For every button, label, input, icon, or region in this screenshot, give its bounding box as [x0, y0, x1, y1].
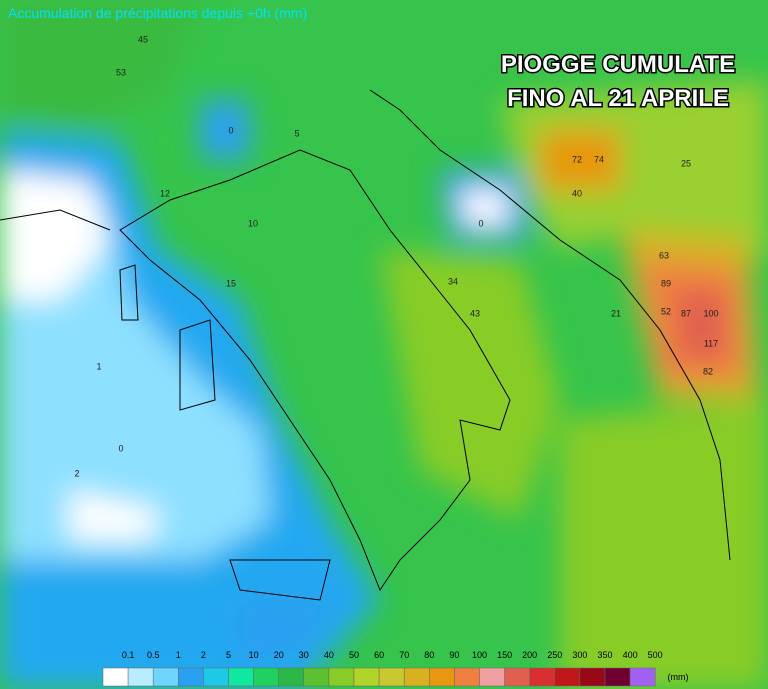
grid-value: 1 [96, 361, 101, 371]
legend-swatch [102, 667, 129, 687]
legend-swatch [253, 667, 279, 687]
legend-swatch [629, 667, 656, 687]
legend-swatch [429, 667, 455, 687]
legend-label: 250 [547, 650, 562, 660]
grid-value: 52 [661, 306, 671, 316]
legend-label: 200 [522, 650, 537, 660]
grid-value: 53 [116, 67, 126, 77]
grid-value: 21 [611, 308, 621, 318]
grid-value: 40 [572, 188, 582, 198]
legend-label: 60 [374, 650, 384, 660]
map-title: Accumulation de précipitations depuis +0… [8, 5, 307, 21]
legend-label: 5 [226, 650, 231, 660]
overlay-line2: FINO AL 21 APRILE [507, 85, 729, 112]
grid-value: 87 [681, 308, 691, 318]
legend-label: 400 [623, 650, 638, 660]
overlay-line1: PIOGGE CUMULATE [501, 51, 735, 78]
legend: 0.1 0.5 1 2 5 10 20 30 40 50 60 70 80 90 100 150 200 250 3… [102, 650, 689, 687]
legend-swatch [127, 667, 154, 687]
legend-swatch [228, 667, 254, 687]
legend-swatch [278, 667, 305, 687]
legend-swatch [152, 667, 179, 687]
legend-swatch [554, 667, 581, 687]
legend-swatch [604, 667, 631, 687]
grid-value: 43 [470, 308, 480, 318]
legend-swatch [328, 667, 355, 687]
grid-value: 12 [160, 188, 170, 198]
grid-value: 0 [228, 125, 233, 135]
grid-value: 0 [118, 443, 123, 453]
legend-label: 20 [274, 650, 284, 660]
legend-label: 0.5 [147, 650, 160, 660]
grid-value: 72 [572, 154, 582, 164]
grid-value: 45 [138, 34, 148, 44]
legend-swatch [479, 667, 505, 687]
legend-swatch [203, 667, 229, 687]
grid-value: 63 [659, 250, 669, 260]
legend-swatch [303, 667, 330, 687]
grid-value: 10 [248, 218, 258, 228]
grid-value: 117 [704, 338, 718, 348]
legend-label: 150 [497, 650, 512, 660]
legend-swatch [178, 667, 204, 687]
legend-label: 80 [424, 650, 434, 660]
legend-label: 10 [249, 650, 259, 660]
grid-value: 82 [703, 366, 713, 376]
coastlines [0, 89, 731, 601]
legend-label: 2 [201, 650, 206, 660]
legend-swatch [353, 667, 380, 687]
legend-label: 40 [324, 650, 334, 660]
grid-value: 5 [294, 128, 299, 138]
legend-swatch [403, 667, 430, 687]
legend-swatch [529, 667, 556, 687]
grid-value: 74 [594, 154, 604, 164]
grid-value: 0 [478, 218, 483, 228]
legend-swatch [504, 667, 530, 687]
legend-label: 90 [449, 650, 459, 660]
grid-value: 25 [681, 158, 691, 168]
legend-label: 70 [399, 650, 409, 660]
grid-value: 89 [661, 278, 671, 288]
legend-label: 100 [472, 650, 487, 660]
legend-label: 1 [176, 650, 181, 660]
legend-label: 350 [597, 650, 612, 660]
grid-value: 34 [448, 276, 458, 286]
legend-unit: (mm) [668, 672, 689, 682]
legend-label: 50 [349, 650, 359, 660]
legend-swatch [579, 667, 606, 687]
legend-label: 500 [648, 650, 663, 660]
legend-swatch [378, 667, 405, 687]
legend-label: 0.1 [122, 650, 135, 660]
grid-value: 100 [703, 308, 718, 318]
legend-label: 300 [572, 650, 587, 660]
legend-swatch [454, 667, 480, 687]
grid-value: 2 [74, 468, 79, 478]
grid-value: 15 [226, 278, 236, 288]
legend-label: 30 [299, 650, 309, 660]
